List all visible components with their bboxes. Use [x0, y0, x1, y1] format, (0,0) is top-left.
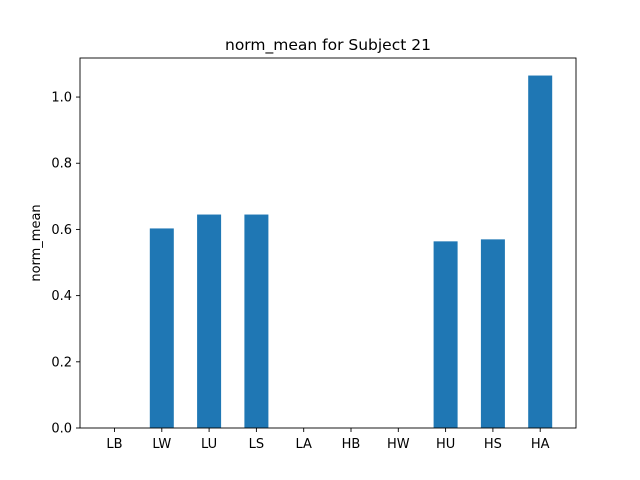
x-tick-label-hw: HW — [387, 437, 410, 452]
y-tick-label: 0.6 — [51, 223, 72, 238]
y-tick-label: 1.0 — [51, 91, 72, 106]
y-tick-label: 0.8 — [51, 157, 72, 172]
y-axis-label: norm_mean — [29, 204, 44, 281]
x-tick-label-hb: HB — [342, 437, 361, 452]
plot-frame — [79, 57, 577, 429]
chart-title: norm_mean for Subject 21 — [225, 36, 431, 55]
bar-lu — [197, 214, 222, 428]
bars-layer — [149, 75, 553, 428]
x-tick-label-hu: HU — [436, 437, 455, 452]
x-tick-label-lw: LW — [152, 437, 171, 452]
y-ticks: 0.0 0.2 0.4 0.6 0.8 1.0 — [51, 91, 80, 437]
y-tick-label: 0.0 — [51, 422, 72, 437]
x-tick-label-lb: LB — [106, 437, 122, 452]
x-tick-label-la: LA — [295, 437, 312, 452]
x-tick-label-ha: HA — [531, 437, 550, 452]
bar-ls — [244, 214, 269, 428]
x-ticks: LB LW LU LS LA HB HW HU HS HA — [106, 428, 550, 452]
bar-ha — [528, 75, 553, 428]
bar-hs — [480, 239, 505, 428]
y-tick-label: 0.2 — [51, 355, 72, 370]
x-tick-label-lu: LU — [201, 437, 217, 452]
bar-lw — [149, 228, 174, 428]
x-tick-label-hs: HS — [484, 437, 502, 452]
bar-hu — [433, 241, 458, 428]
y-tick-label: 0.4 — [51, 289, 72, 304]
x-tick-label-ls: LS — [249, 437, 265, 452]
